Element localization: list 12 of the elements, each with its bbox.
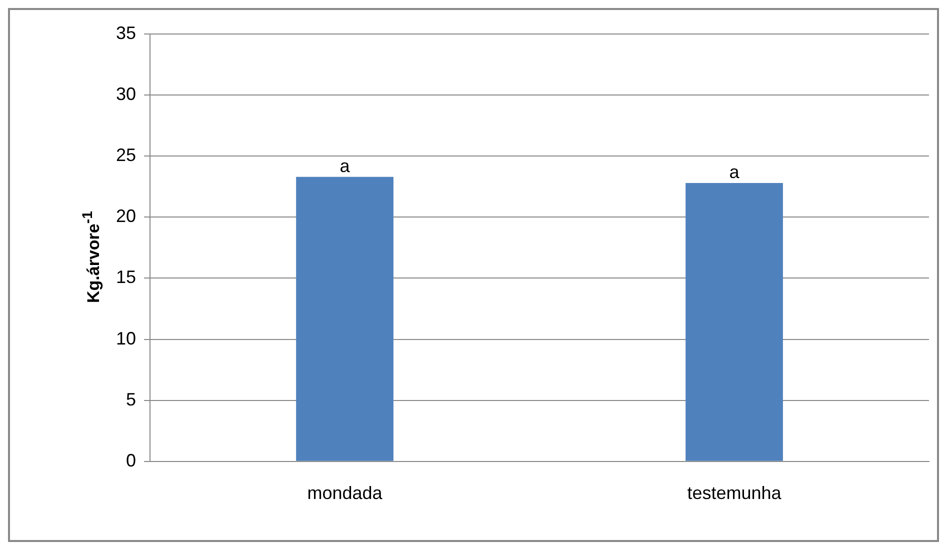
y-tick-label: 10 [116, 328, 136, 348]
x-tick-label: testemunha [687, 483, 782, 504]
y-tick-label: 15 [116, 267, 136, 288]
y-tick-label: 30 [116, 84, 136, 104]
annotation: a [340, 156, 351, 176]
y-tick-label: 20 [116, 206, 136, 226]
y-tick-label: 35 [116, 22, 136, 43]
annotation: a [729, 162, 740, 182]
y-tick-label: 5 [126, 389, 136, 410]
y-tick-label: 25 [116, 145, 136, 166]
x-tick-label: mondada [307, 483, 384, 504]
y-tick-label: 0 [126, 450, 136, 470]
